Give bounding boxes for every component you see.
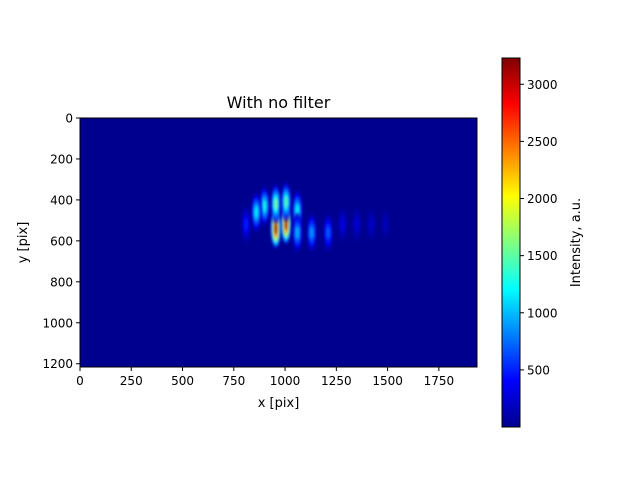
x-tick-label: 1250: [321, 374, 352, 388]
heatmap-area: [79, 117, 478, 368]
heat-spot: [322, 212, 334, 253]
heat-spot: [259, 186, 270, 227]
chart-title: With no filter: [227, 93, 331, 112]
colorbar-ticks: 500 1000 1500 2000 2500 3000: [520, 78, 558, 377]
colorbar-tick-label: 1000: [527, 306, 558, 320]
colorbar-gradient: [501, 57, 521, 428]
x-tick-label: 0: [76, 374, 84, 388]
y-tick-label: 200: [50, 152, 73, 166]
heat-spot: [365, 204, 377, 245]
y-tick-label: 600: [50, 234, 73, 248]
x-tick-label: 500: [171, 374, 194, 388]
x-tick-label: 750: [222, 374, 245, 388]
heat-spot: [240, 204, 252, 245]
y-axis-ticks: 0 200 400 600 800 1000 1200: [42, 112, 80, 371]
y-tick-label: 800: [50, 275, 73, 289]
y-tick-label: 0: [65, 112, 73, 126]
heat-spot: [306, 212, 317, 253]
plot-frame: [79, 117, 478, 368]
x-tick-label: 1500: [372, 374, 403, 388]
y-axis-label: y [pix]: [16, 222, 31, 264]
colorbar-tick-label: 1500: [527, 249, 558, 263]
colorbar-tick-label: 500: [527, 363, 550, 377]
heat-spot: [270, 184, 282, 225]
heat-spot: [292, 212, 303, 253]
colorbar-tick-label: 3000: [527, 78, 558, 92]
colorbar-label: Intensity, a.u.: [569, 198, 584, 287]
x-axis-ticks: 0 250 500 750 1000 1250 1500 1750: [76, 367, 454, 388]
heat-spot: [380, 204, 391, 245]
heatmap-spots: [240, 181, 391, 253]
y-tick-label: 400: [50, 193, 73, 207]
x-tick-label: 1750: [424, 374, 455, 388]
heat-spot: [251, 192, 262, 233]
x-tick-label: 250: [120, 374, 143, 388]
y-tick-label: 1000: [42, 316, 73, 330]
heat-spot: [337, 204, 348, 245]
colorbar-tick-label: 2000: [527, 192, 558, 206]
colorbar: 500 1000 1500 2000 2500 3000 Intensity, a.u.: [501, 57, 584, 428]
colorbar-tick-label: 2500: [527, 135, 558, 149]
heat-spot: [351, 204, 363, 245]
heat-spot: [280, 181, 292, 222]
x-axis-label: x [pix]: [258, 396, 300, 411]
y-tick-label: 1200: [42, 357, 73, 371]
x-tick-label: 1000: [270, 374, 301, 388]
